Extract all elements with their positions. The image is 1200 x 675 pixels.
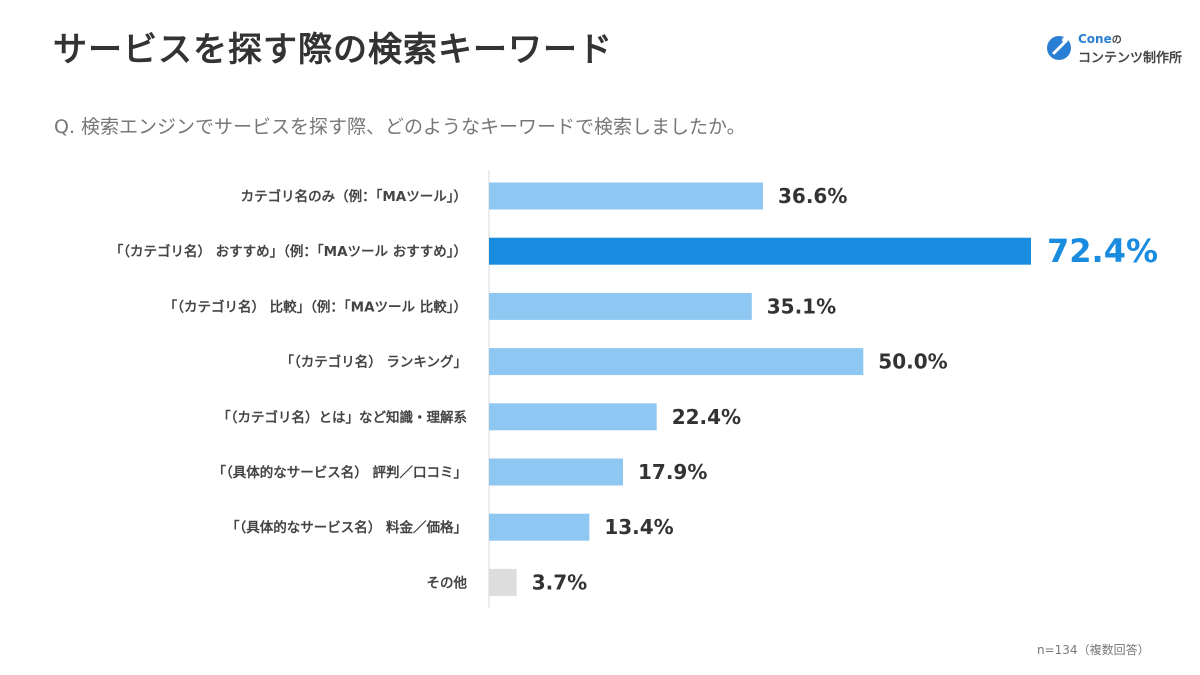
value-label: 22.4% (672, 405, 741, 429)
category-label: 「（具体的なサービス名） 料金／価格」 (226, 519, 467, 536)
category-label: 「（カテゴリ名）とは」など知識・理解系 (217, 409, 467, 426)
category-label: 「（具体的なサービス名） 評判／口コミ」 (213, 464, 467, 481)
category-label: カテゴリ名のみ（例：「MAツール」） (241, 188, 467, 205)
cone-logo-icon (1047, 36, 1071, 60)
logo-particle: の (1111, 35, 1122, 46)
category-label: 「（カテゴリ名） ランキング」 (280, 354, 467, 371)
survey-question: Q. 検索エンジンでサービスを探す際、どのようなキーワードで検索しましたか。 (54, 116, 746, 138)
value-label: 3.7% (532, 570, 587, 594)
sample-size-note: n=134（複数回答） (1037, 643, 1150, 657)
bar (489, 348, 864, 376)
bar (489, 458, 624, 486)
value-label: 36.6% (778, 184, 847, 208)
category-label: 「（カテゴリ名） 比較」（例：「MAツール 比較」） (164, 298, 467, 315)
value-label: 17.9% (638, 460, 707, 484)
value-label: 50.0% (878, 350, 947, 374)
brand-logo: Coneの コンテンツ制作所 (1046, 31, 1186, 67)
value-label: 35.1% (767, 294, 836, 318)
bar (489, 568, 517, 596)
bar (489, 237, 1031, 265)
logo-subtitle: コンテンツ制作所 (1078, 51, 1183, 66)
bar (489, 182, 763, 210)
logo-brand: Cone (1078, 32, 1112, 46)
bar (489, 513, 590, 541)
page-title: サービスを探す際の検索キーワード (53, 30, 613, 70)
category-label: その他 (427, 574, 468, 591)
value-label: 72.4% (1047, 232, 1158, 270)
value-label: 13.4% (604, 515, 673, 539)
category-label: 「（カテゴリ名） おすすめ」（例：「MAツール おすすめ」） (110, 243, 467, 260)
bar (489, 403, 657, 431)
bar (489, 292, 752, 320)
